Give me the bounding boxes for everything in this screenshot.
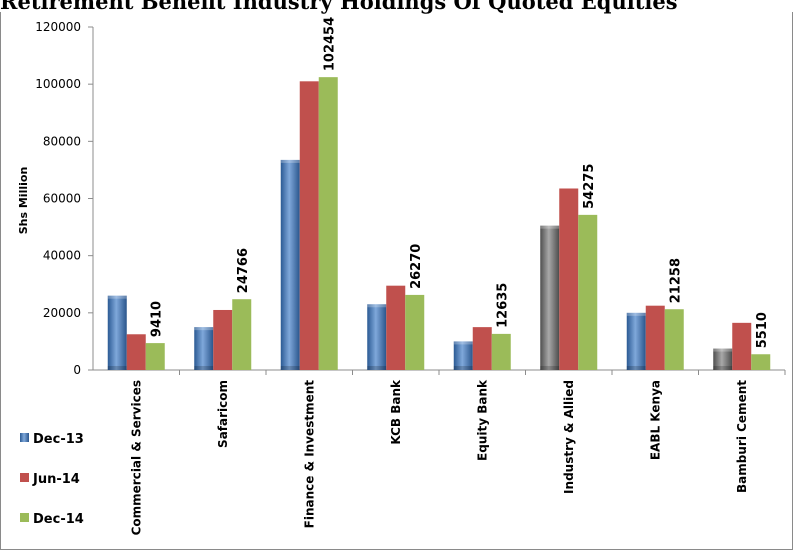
bar-cap-bottom xyxy=(107,366,127,370)
bar-jun-14 xyxy=(386,285,406,370)
legend-label: Jun-14 xyxy=(32,472,80,487)
bar-jun-14 xyxy=(732,322,752,370)
x-category-label: Finance & Investment xyxy=(302,380,316,529)
bar-cap-top xyxy=(280,159,300,163)
bar-jun-14 xyxy=(299,81,319,370)
x-category-label: Equity Bank xyxy=(475,379,489,461)
bar-jun-14 xyxy=(645,305,665,370)
bar-dec-13 xyxy=(367,304,387,370)
bar-dec-14 xyxy=(751,354,771,370)
bar-cap-top xyxy=(540,225,560,229)
y-tick-label: 120000 xyxy=(35,20,81,34)
y-tick-label: 100000 xyxy=(35,77,81,91)
x-category-label: KCB Bank xyxy=(389,379,403,445)
bar-cap-top xyxy=(626,312,646,316)
bar-dec-14 xyxy=(664,309,684,370)
data-label: 54275 xyxy=(582,164,597,209)
bar-cap-bottom xyxy=(540,366,560,370)
bar-cap-top xyxy=(453,341,473,345)
x-category-label: Industry & Allied xyxy=(562,380,576,494)
bar-dec-14 xyxy=(145,343,165,370)
y-tick-label: 0 xyxy=(73,363,81,377)
y-tick-label: 20000 xyxy=(43,306,81,320)
y-tick-label: 40000 xyxy=(43,249,81,263)
y-tick-label: 60000 xyxy=(43,192,81,206)
bar-dec-13 xyxy=(713,348,733,370)
chart-title: Retirement Benefit Industry Holdings Of … xyxy=(0,0,678,14)
bar-dec-13 xyxy=(626,312,646,370)
bar-dec-13 xyxy=(540,225,560,370)
data-label: 9410 xyxy=(149,301,164,337)
bar-dec-14 xyxy=(318,77,338,370)
x-category-label: Safaricom xyxy=(216,380,230,448)
bar-cap-bottom xyxy=(713,366,733,370)
bar-cap-bottom xyxy=(280,366,300,370)
data-label: 26270 xyxy=(409,244,424,289)
x-category-label: Commercial & Services xyxy=(129,380,143,535)
bar-cap-top xyxy=(194,327,214,331)
legend-swatch-dec-13 xyxy=(20,433,29,442)
legend-swatch-jun-14 xyxy=(20,473,29,482)
legend-swatch-dec-14 xyxy=(20,513,29,522)
bar-dec-14 xyxy=(578,214,598,370)
bar-cap-bottom xyxy=(626,366,646,370)
bar-dec-14 xyxy=(491,333,511,370)
chart-frame xyxy=(0,12,793,550)
data-label: 12635 xyxy=(495,283,510,328)
bar-dec-13 xyxy=(107,295,127,370)
bar-cap-bottom xyxy=(453,366,473,370)
bar-dec-13 xyxy=(453,341,473,370)
data-label: 24766 xyxy=(236,248,251,293)
legend-label: Dec-13 xyxy=(33,432,84,447)
x-category-label: EABL Kenya xyxy=(648,380,662,460)
y-axis-label: Shs Million xyxy=(17,167,30,235)
bar-dec-14 xyxy=(405,294,425,370)
bar-cap-bottom xyxy=(367,366,387,370)
x-category-label: Bamburi Cement xyxy=(735,380,749,493)
bar-cap-bottom xyxy=(194,366,214,370)
bar-cap-top xyxy=(713,348,733,352)
y-tick-label: 80000 xyxy=(43,134,81,148)
bar-cap-top xyxy=(107,295,127,299)
data-label: 21258 xyxy=(668,258,683,303)
bar-cap-top xyxy=(367,304,387,308)
bar-jun-14 xyxy=(126,334,146,370)
legend-label: Dec-14 xyxy=(33,512,84,527)
bar-jun-14 xyxy=(559,188,579,370)
bar-jun-14 xyxy=(213,309,233,370)
bar-dec-14 xyxy=(232,299,252,370)
bar-jun-14 xyxy=(472,327,492,370)
bar-dec-13 xyxy=(280,159,300,370)
data-label: 5510 xyxy=(755,312,770,348)
data-label: 102454 xyxy=(322,17,337,71)
bar-dec-13 xyxy=(194,327,214,370)
